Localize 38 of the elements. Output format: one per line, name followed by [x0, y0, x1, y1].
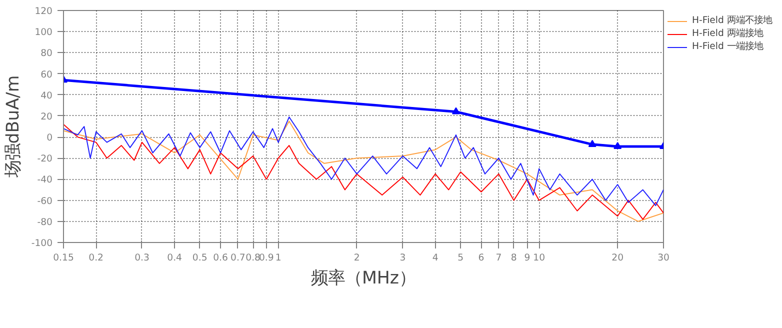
y-tick-label: 40 [40, 90, 53, 102]
x-tick-label: 7 [496, 252, 502, 264]
x-tick-label: 8 [510, 252, 517, 264]
legend-label: H-Field 一端接地 [692, 40, 763, 53]
y-tick-label: -40 [37, 174, 53, 186]
x-tick-label: 0.4 [167, 252, 182, 264]
x-axis-title: 频率（MHz） [310, 268, 416, 288]
y-tick-label: 120 [34, 6, 53, 17]
legend-label: H-Field 两端接地 [692, 27, 763, 40]
y-axis-title: 场强dBuA/m [3, 75, 24, 179]
x-tick-label: 3 [400, 252, 406, 264]
y-tick-label: -20 [37, 154, 53, 165]
x-tick-label: 0.9 [258, 252, 274, 264]
y-tick-label: -60 [37, 196, 53, 207]
y-tick-label: 100 [34, 27, 53, 38]
x-tick-label: 30 [658, 252, 670, 264]
y-tick-label: -100 [31, 238, 53, 249]
x-tick-label: 4 [432, 252, 438, 264]
x-tick-label: 9 [524, 252, 530, 264]
x-tick-label: 10 [533, 252, 546, 264]
y-tick-label: -80 [37, 216, 53, 228]
y-tick-label: 0 [46, 132, 53, 144]
x-tick-label: 1 [275, 252, 282, 264]
y-tick-label: 80 [40, 48, 53, 60]
x-tick-label: 0.8 [246, 252, 261, 264]
x-tick-label: 0.7 [230, 252, 246, 264]
x-tick-label: 0.15 [53, 252, 74, 264]
legend-label: H-Field 两端不接地 [692, 14, 772, 27]
x-tick-label: 0.5 [192, 252, 208, 264]
y-tick-label: 60 [40, 69, 53, 80]
x-tick-label: 0.6 [213, 252, 228, 264]
x-tick-label: 2 [354, 252, 360, 264]
x-tick-label: 5 [458, 252, 464, 264]
x-tick-label: 0.2 [88, 252, 104, 264]
y-tick-label: 20 [40, 111, 53, 122]
x-tick-label: 6 [478, 252, 484, 264]
x-tick-label: 20 [612, 252, 624, 264]
x-tick-label: 0.3 [134, 252, 150, 264]
